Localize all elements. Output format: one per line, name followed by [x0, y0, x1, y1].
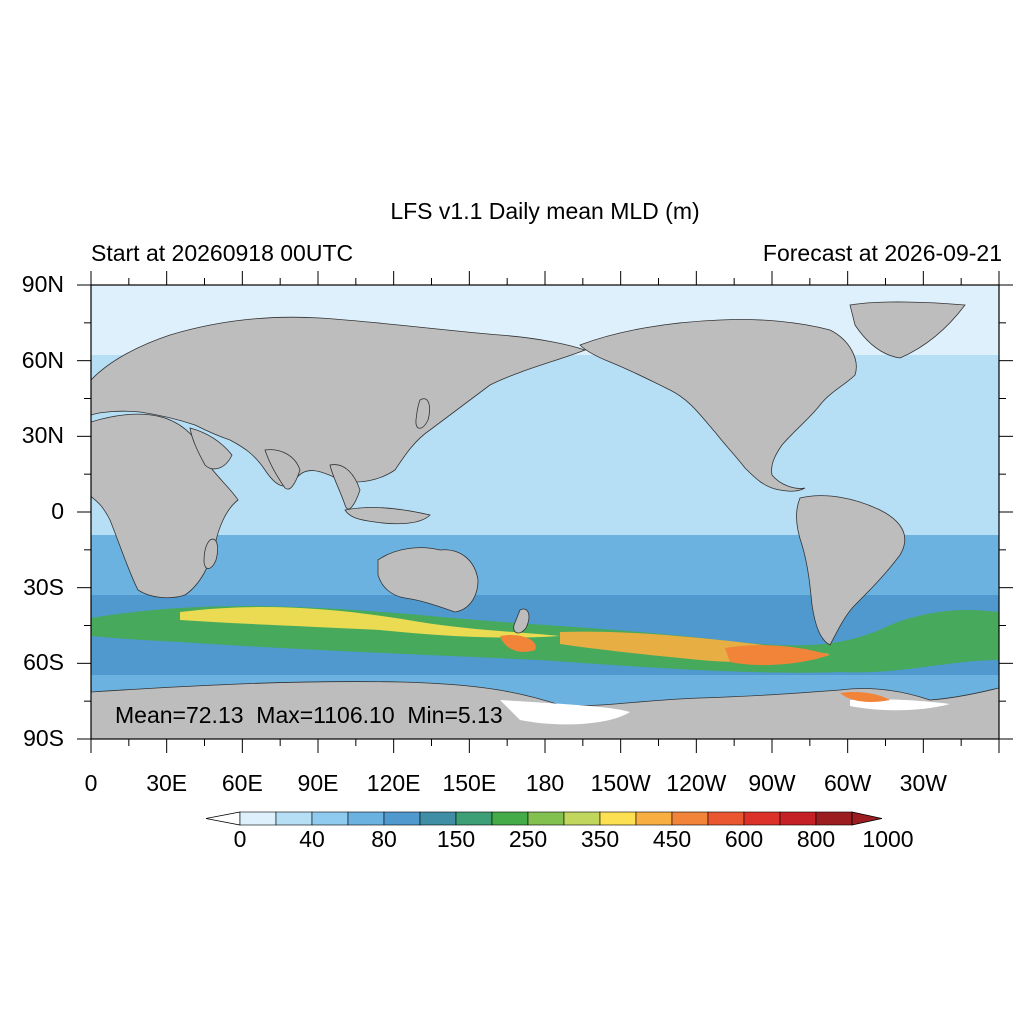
map-title: LFS v1.1 Daily mean MLD (m) — [390, 198, 700, 224]
colorbar-swatch — [455, 811, 493, 826]
lat-label: 30S — [23, 573, 64, 600]
lat-label: 60N — [21, 346, 64, 373]
lon-label: 90W — [748, 770, 796, 796]
colorbar-tick-label: 450 — [652, 826, 692, 852]
australia — [377, 547, 479, 613]
colorbar-tick-label: 600 — [724, 826, 764, 852]
lon-label: 120E — [366, 770, 421, 796]
lat-label: 90S — [23, 725, 64, 751]
colorbar-tick-label: 80 — [371, 826, 397, 852]
colorbar-tick-label: 250 — [508, 826, 548, 852]
colorbar-swatch — [527, 811, 565, 826]
ross-sea-white — [500, 700, 630, 725]
lon-label: 180 — [525, 770, 565, 796]
lon-label: 60E — [221, 770, 263, 796]
colorbar-swatch — [599, 811, 637, 826]
colorbar-swatch — [239, 811, 277, 826]
japan — [415, 398, 430, 429]
colorbar-over-triangle — [851, 811, 883, 826]
colorbar-swatch — [491, 811, 529, 826]
lon-label: 30W — [899, 770, 947, 796]
colorbar-swatch — [419, 811, 457, 826]
axis-ticks — [77, 271, 1013, 753]
colorbar-swatch — [347, 811, 385, 826]
lon-label: 60W — [824, 770, 872, 796]
weddell-orange — [840, 691, 890, 702]
new-zealand — [513, 608, 530, 634]
colorbar-tick-label: 800 — [796, 826, 836, 852]
colorbar-under-triangle — [205, 811, 241, 826]
north-america — [579, 319, 857, 492]
colorbar — [205, 811, 883, 826]
acc-orange — [725, 645, 830, 666]
greenland — [849, 301, 966, 359]
indochina — [329, 464, 361, 510]
lat-label: 0 — [51, 498, 64, 524]
lon-label: 0 — [84, 770, 98, 796]
arabia — [189, 427, 233, 470]
run-start-label: Start at 20260918 00UTC — [91, 240, 354, 266]
colorbar-swatch — [743, 811, 781, 826]
colorbar-swatch — [707, 811, 745, 826]
madagascar — [203, 538, 218, 569]
colorbar-swatch — [563, 811, 601, 826]
acc-yellow — [180, 607, 560, 638]
lat-label: 60S — [23, 649, 64, 676]
field-statistics: Mean=72.13 Max=1106.10 Min=5.13 — [115, 702, 503, 728]
colorbar-tick-label: 1000 — [862, 826, 914, 852]
eurasia — [91, 316, 587, 487]
colorbar-tick-label: 350 — [580, 826, 620, 852]
lat-label: 30N — [21, 422, 64, 449]
maritime-continent — [344, 507, 431, 525]
colorbar-swatch — [671, 811, 709, 826]
weddell-white — [850, 699, 950, 711]
lon-label: 90E — [297, 770, 339, 796]
lon-label: 150E — [442, 770, 497, 796]
south-america — [796, 495, 906, 646]
colorbar-swatch — [635, 811, 673, 826]
colorbar-swatch — [275, 811, 313, 826]
colorbar-swatch — [779, 811, 817, 826]
colorbar-tick-label: 40 — [299, 826, 325, 852]
acc-orange-2 — [500, 634, 536, 652]
forecast-date-label: Forecast at 2026-09-21 — [762, 240, 1002, 266]
lon-label: 120W — [666, 770, 727, 796]
colorbar-tick-label: 150 — [436, 826, 476, 852]
lat-label: 90N — [21, 271, 64, 297]
colorbar-tick-label: 0 — [233, 826, 247, 852]
colorbar-swatch — [815, 811, 853, 826]
colorbar-swatch — [311, 811, 349, 826]
india — [264, 449, 301, 490]
lon-label: 30E — [146, 770, 188, 796]
colorbar-swatch — [383, 811, 421, 826]
lon-label: 150W — [590, 770, 651, 796]
